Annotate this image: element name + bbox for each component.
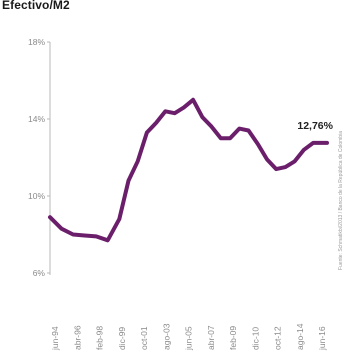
x-tick-label: dic-10 xyxy=(250,327,260,350)
y-tick-label: 18% xyxy=(28,37,45,47)
x-tick-label: jun-94 xyxy=(50,326,60,351)
chart-title: Efectivo/M2 xyxy=(2,0,70,12)
value-annotation: 12,76% xyxy=(297,120,333,132)
x-tick-label: ago-03 xyxy=(161,323,171,350)
x-tick-label: jun-05 xyxy=(184,326,194,351)
x-tick-label: jun-16 xyxy=(317,326,327,351)
y-tick-label: 14% xyxy=(28,114,45,124)
y-tick-label: 6% xyxy=(33,268,46,278)
y-tick-label: 10% xyxy=(28,191,45,201)
x-tick-label: ago-14 xyxy=(295,323,305,350)
x-tick-label: dic-99 xyxy=(117,327,127,350)
x-tick-label: oct-01 xyxy=(139,326,149,350)
x-tick-label: abr-07 xyxy=(206,325,216,350)
x-tick-label: oct-12 xyxy=(273,326,283,350)
x-tick-label: abr-96 xyxy=(72,325,82,350)
x-tick-label: feb-09 xyxy=(228,326,238,350)
series-line xyxy=(48,97,329,243)
source-note: Fuente: Schmatikbi/2013 / Banco de la Re… xyxy=(338,131,344,270)
x-tick-label: feb-98 xyxy=(95,326,105,350)
